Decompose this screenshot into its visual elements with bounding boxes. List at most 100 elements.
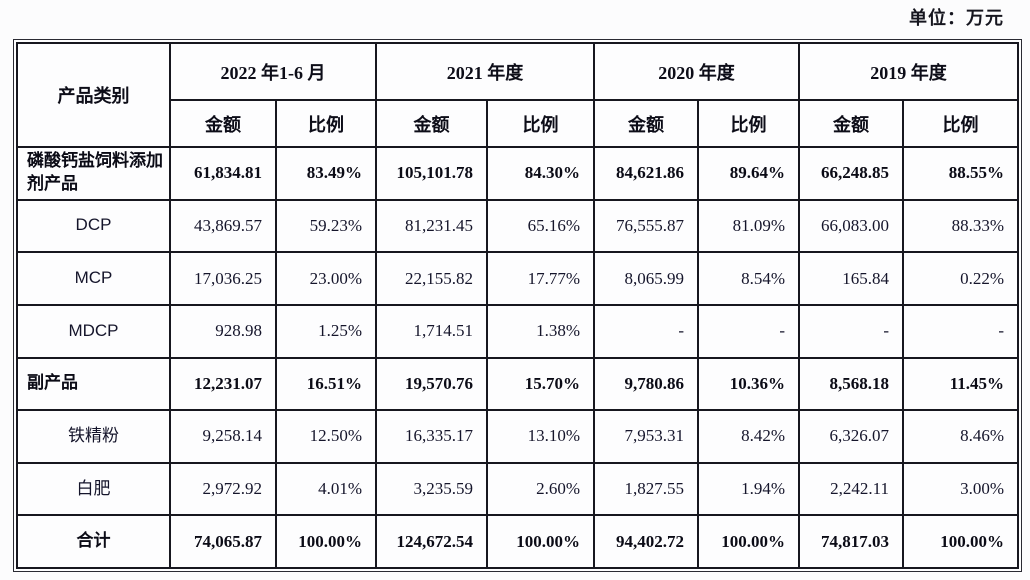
row-label: 合计: [16, 514, 171, 569]
amount-cell: 43,869.57: [169, 198, 277, 254]
ratio-cell: 23.00%: [275, 251, 377, 306]
header-amount-2019: 金额: [798, 99, 904, 148]
amount-cell: 165.84: [798, 251, 904, 306]
table-row: MCP 17,036.25 23.00% 22,155.82 17.77% 8,065.9…: [16, 251, 1019, 306]
ratio-cell: 11.45%: [902, 356, 1019, 412]
amount-cell: 3,235.59: [375, 461, 488, 517]
ratio-cell: 8.42%: [697, 409, 800, 464]
table-header: 产品类别 2022 年1-6 月 2021 年度 2020 年度 2019 年度…: [16, 42, 1019, 148]
amount-cell: 6,326.07: [798, 409, 904, 464]
header-ratio-2019: 比例: [902, 99, 1019, 148]
row-label: 铁精粉: [16, 409, 171, 464]
amount-cell: -: [798, 303, 904, 359]
amount-cell: 124,672.54: [375, 514, 488, 569]
amount-cell: 105,101.78: [375, 146, 488, 201]
ratio-cell: 13.10%: [486, 409, 595, 464]
amount-cell: 19,570.76: [375, 356, 488, 412]
ratio-cell: 8.46%: [902, 409, 1019, 464]
amount-cell: 2,972.92: [169, 461, 277, 517]
amount-cell: 66,248.85: [798, 146, 904, 201]
header-row-subcolumns: 金额 比例 金额 比例 金额 比例 金额 比例: [17, 99, 1019, 148]
header-ratio-2021: 比例: [486, 99, 595, 148]
header-ratio-2020: 比例: [697, 99, 800, 148]
amount-cell: 61,834.81: [169, 146, 277, 201]
ratio-cell: -: [902, 303, 1019, 359]
ratio-cell: 88.55%: [902, 146, 1019, 201]
ratio-cell: 81.09%: [697, 198, 800, 254]
amount-cell: 81,231.45: [375, 198, 488, 254]
ratio-cell: 16.51%: [275, 356, 377, 412]
ratio-cell: 1.38%: [486, 303, 595, 359]
ratio-cell: 89.64%: [697, 146, 800, 201]
product-revenue-table: 产品类别 2022 年1-6 月 2021 年度 2020 年度 2019 年度…: [16, 42, 1019, 569]
table-row: DCP 43,869.57 59.23% 81,231.45 65.16% 76,555.…: [16, 198, 1019, 254]
product-revenue-table-wrapper: 产品类别 2022 年1-6 月 2021 年度 2020 年度 2019 年度…: [13, 39, 1022, 572]
ratio-cell: 1.25%: [275, 303, 377, 359]
amount-cell: 9,258.14: [169, 409, 277, 464]
amount-cell: 12,231.07: [169, 356, 277, 412]
amount-cell: 9,780.86: [593, 356, 699, 412]
ratio-cell: 65.16%: [486, 198, 595, 254]
amount-cell: 17,036.25: [169, 251, 277, 306]
amount-cell: 7,953.31: [593, 409, 699, 464]
table-row: 合计 74,065.87 100.00% 124,672.54 100.00% 94,40…: [16, 514, 1019, 569]
table-row: 副产品 12,231.07 16.51% 19,570.76 15.70% 9,780.8…: [16, 356, 1019, 412]
amount-cell: 74,817.03: [798, 514, 904, 569]
header-ratio-2022: 比例: [275, 99, 377, 148]
amount-cell: 8,568.18: [798, 356, 904, 412]
amount-cell: 8,065.99: [593, 251, 699, 306]
header-period-2021: 2021 年度: [375, 42, 595, 101]
row-label: 磷酸钙盐饲料添加剂产品: [16, 146, 171, 201]
row-label: MCP: [16, 251, 171, 306]
ratio-cell: 1.94%: [697, 461, 800, 517]
ratio-cell: 17.77%: [486, 251, 595, 306]
amount-cell: 2,242.11: [798, 461, 904, 517]
table-row: MDCP 928.98 1.25% 1,714.51 1.38% - - - -: [16, 303, 1019, 359]
ratio-cell: 10.36%: [697, 356, 800, 412]
header-period-2022: 2022 年1-6 月: [169, 42, 377, 101]
ratio-cell: 8.54%: [697, 251, 800, 306]
ratio-cell: 100.00%: [697, 514, 800, 569]
ratio-cell: 100.00%: [902, 514, 1019, 569]
unit-label: 单位：万元: [909, 8, 1004, 28]
amount-cell: 74,065.87: [169, 514, 277, 569]
header-period-2020: 2020 年度: [593, 42, 800, 101]
table-row: 白肥 2,972.92 4.01% 3,235.59 2.60% 1,827.55 1.94…: [16, 461, 1019, 517]
amount-cell: 76,555.87: [593, 198, 699, 254]
row-label: DCP: [16, 198, 171, 254]
row-label: MDCP: [16, 303, 171, 359]
table-body: 磷酸钙盐饲料添加剂产品 61,834.81 83.49% 105,101.78 84.3…: [16, 146, 1019, 569]
ratio-cell: 100.00%: [486, 514, 595, 569]
row-label: 副产品: [16, 356, 171, 412]
amount-cell: 22,155.82: [375, 251, 488, 306]
ratio-cell: 12.50%: [275, 409, 377, 464]
table-row: 铁精粉 9,258.14 12.50% 16,335.17 13.10% 7,953.31…: [16, 409, 1019, 464]
header-amount-2021: 金额: [375, 99, 488, 148]
amount-cell: 94,402.72: [593, 514, 699, 569]
header-product-category: 产品类别: [16, 42, 171, 148]
ratio-cell: 4.01%: [275, 461, 377, 517]
header-period-2019: 2019 年度: [798, 42, 1019, 101]
ratio-cell: 88.33%: [902, 198, 1019, 254]
ratio-cell: 83.49%: [275, 146, 377, 201]
header-row-years: 产品类别 2022 年1-6 月 2021 年度 2020 年度 2019 年度: [16, 42, 1019, 148]
amount-cell: 928.98: [169, 303, 277, 359]
ratio-cell: 15.70%: [486, 356, 595, 412]
ratio-cell: 84.30%: [486, 146, 595, 201]
ratio-cell: 59.23%: [275, 198, 377, 254]
amount-cell: 1,714.51: [375, 303, 488, 359]
ratio-cell: 3.00%: [902, 461, 1019, 517]
ratio-cell: 2.60%: [486, 461, 595, 517]
amount-cell: 16,335.17: [375, 409, 488, 464]
amount-cell: 66,083.00: [798, 198, 904, 254]
header-amount-2022: 金额: [169, 99, 277, 148]
row-label: 白肥: [16, 461, 171, 517]
header-amount-2020: 金额: [593, 99, 699, 148]
amount-cell: 84,621.86: [593, 146, 699, 201]
amount-cell: 1,827.55: [593, 461, 699, 517]
amount-cell: -: [593, 303, 699, 359]
table-row: 磷酸钙盐饲料添加剂产品 61,834.81 83.49% 105,101.78 84.3…: [16, 146, 1019, 201]
ratio-cell: -: [697, 303, 800, 359]
ratio-cell: 0.22%: [902, 251, 1019, 306]
